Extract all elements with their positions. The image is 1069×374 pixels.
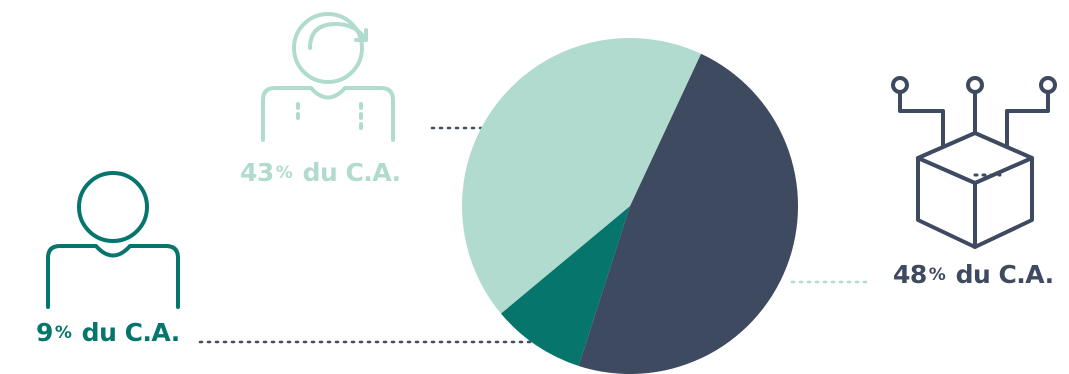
label-text: du C.A. [81,318,181,347]
percent-symbol: % [928,265,946,285]
data-label-individual: 9% du C.A. [36,320,180,345]
label-text: du C.A. [955,260,1055,289]
pie-slice-individual [500,206,630,366]
connected-box-icon [891,76,1057,249]
pie-slice-user [462,37,701,314]
data-label-clients: 48% du C.A. [893,262,1054,287]
pie-slice-clients [578,53,798,374]
value: 48 [893,260,927,289]
data-label-user: 43% du C.A. [240,160,401,185]
user-icon [46,171,180,309]
value: 9 [36,318,53,347]
label-text: du C.A. [302,158,402,187]
percent-symbol: % [275,163,293,183]
user-refresh-icon [261,12,395,142]
percent-symbol: % [54,323,72,343]
pie-slices [462,37,798,374]
value: 43 [240,158,274,187]
